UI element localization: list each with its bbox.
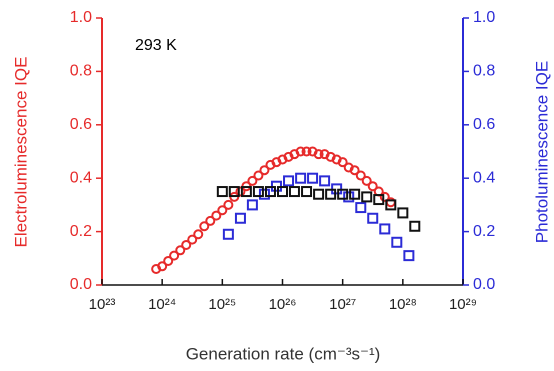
y2-tick-label: 0.2 (473, 223, 495, 240)
marker (264, 186, 276, 198)
y-tick-label: 0.6 (70, 116, 92, 133)
marker (337, 188, 349, 200)
marker (343, 191, 355, 203)
marker (217, 205, 228, 216)
marker (409, 220, 421, 232)
y-tick-label: 0.0 (70, 276, 92, 293)
marker (222, 228, 234, 240)
y-tick-label: 1.0 (70, 9, 92, 26)
x-tick-label: 10²³ (89, 296, 116, 313)
marker (252, 186, 264, 198)
marker (373, 194, 385, 206)
marker (403, 250, 415, 262)
marker (337, 157, 348, 168)
marker (385, 199, 397, 211)
y2-tick-label: 0.6 (473, 116, 495, 133)
y2-tick-label: 0.8 (473, 63, 495, 80)
marker (295, 146, 306, 157)
x-tick-label: 10²⁷ (329, 296, 356, 313)
marker (240, 186, 252, 198)
marker (175, 245, 186, 256)
x-tick-label: 10²⁸ (389, 296, 417, 313)
marker (211, 210, 222, 221)
marker (367, 212, 379, 224)
marker (247, 175, 258, 186)
x-axis-label: Generation rate (cm⁻³s⁻¹) (186, 344, 381, 363)
y-tick-label: 0.8 (70, 63, 92, 80)
y-axis-label: Electroluminescence IQE (11, 57, 30, 248)
marker (253, 170, 264, 181)
x-tick-label: 10²⁵ (208, 296, 236, 313)
marker (349, 188, 361, 200)
marker (307, 172, 319, 184)
marker (301, 186, 313, 198)
x-tick-label: 10²⁴ (148, 296, 176, 313)
marker (216, 186, 228, 198)
marker (361, 175, 372, 186)
marker (193, 229, 204, 240)
marker (379, 191, 390, 202)
marker (235, 186, 246, 197)
y2-tick-label: 1.0 (473, 9, 495, 26)
marker (157, 261, 168, 272)
marker (367, 181, 378, 192)
y2-axis-label: Photoluminescence IQE (532, 61, 551, 243)
marker (163, 255, 174, 266)
marker (181, 239, 192, 250)
y2-tick-label: 0.4 (473, 169, 495, 186)
marker (325, 188, 337, 200)
marker (319, 175, 331, 187)
x-tick-label: 10²⁹ (449, 296, 477, 313)
marker (223, 199, 234, 210)
marker (313, 149, 324, 160)
x-tick-label: 10²⁶ (269, 296, 297, 313)
marker (301, 146, 312, 157)
marker (277, 186, 288, 198)
marker (295, 172, 307, 184)
marker (199, 221, 210, 232)
y2-tick-label: 0.0 (473, 276, 495, 293)
marker (391, 236, 403, 248)
marker (234, 212, 246, 224)
annotation: 293 K (135, 37, 177, 54)
marker (258, 188, 270, 200)
marker (379, 223, 391, 235)
marker (349, 165, 360, 176)
marker (246, 199, 258, 211)
marker (228, 186, 240, 198)
marker (187, 234, 198, 245)
marker (355, 170, 366, 181)
marker (361, 191, 373, 203)
marker (205, 215, 216, 226)
marker (259, 165, 270, 176)
y-tick-label: 0.2 (70, 223, 92, 240)
marker (169, 250, 180, 261)
marker (288, 186, 300, 198)
marker (397, 207, 409, 219)
y-tick-label: 0.4 (70, 169, 92, 186)
marker (313, 188, 325, 200)
marker (283, 175, 295, 187)
marker (355, 202, 367, 214)
